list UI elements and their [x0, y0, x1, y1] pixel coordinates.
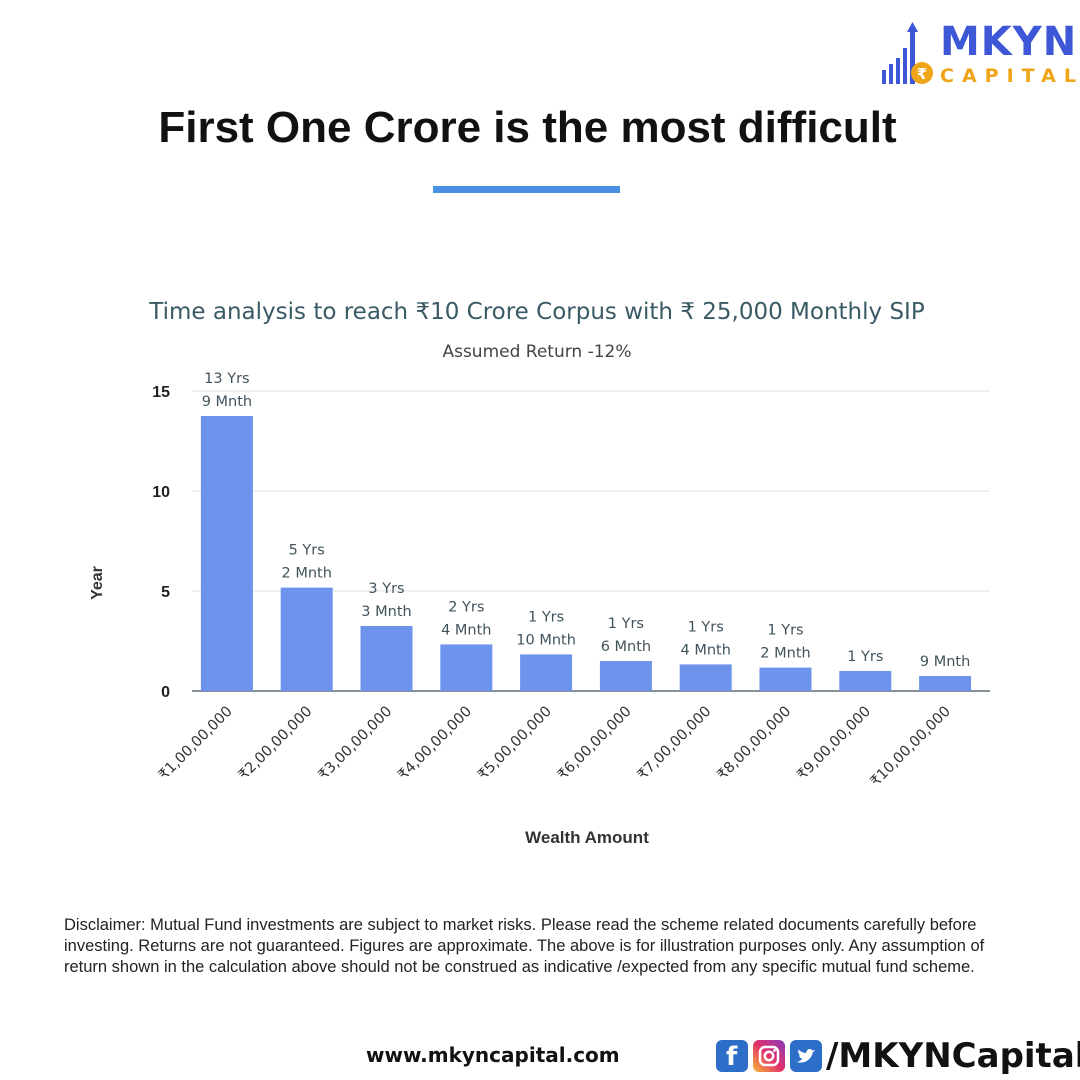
data-label: 1 Yrs	[688, 619, 724, 635]
x-tick-label: ₹3,00,00,000	[316, 704, 396, 784]
facebook-icon[interactable]: f	[716, 1040, 748, 1072]
instagram-icon[interactable]	[753, 1040, 785, 1072]
brand-name: MKYN	[940, 19, 1078, 65]
x-tick-label: ₹5,00,00,000	[475, 704, 555, 784]
y-axis-label: Year	[89, 566, 106, 600]
x-tick-label: ₹2,00,00,000	[236, 704, 316, 784]
y-tick-label: 10	[152, 484, 170, 501]
x-tick-label: ₹4,00,00,000	[395, 704, 475, 784]
data-label: 4 Mnth	[680, 642, 730, 658]
data-label: 3 Yrs	[368, 581, 404, 597]
x-tick-label: ₹1,00,00,000	[156, 704, 236, 784]
svg-text:₹: ₹	[917, 65, 927, 83]
data-label: 1 Yrs	[847, 649, 883, 665]
twitter-icon[interactable]	[790, 1040, 822, 1072]
social-handle[interactable]: /MKYNCapital	[826, 1036, 1080, 1076]
bar	[759, 667, 812, 691]
bar	[520, 654, 573, 691]
brand-subtitle: CAPITAL	[940, 65, 1080, 87]
x-tick-label: ₹6,00,00,000	[555, 704, 635, 784]
data-label: 3 Mnth	[361, 604, 411, 620]
data-label: 9 Mnth	[920, 654, 970, 670]
y-tick-label: 0	[161, 684, 170, 701]
x-tick-label: ₹7,00,00,000	[635, 704, 715, 784]
bar	[599, 661, 652, 691]
data-label: 4 Mnth	[441, 622, 491, 638]
data-label: 5 Yrs	[289, 543, 325, 559]
data-label: 1 Yrs	[608, 616, 644, 632]
bar	[200, 416, 253, 691]
bar	[679, 664, 732, 691]
chart-subtitle: Assumed Return -12%	[442, 342, 631, 362]
brand-logo: ₹ MKYN CAPITAL	[878, 18, 1076, 90]
bar-chart: Time analysis to reach ₹10 Crore Corpus …	[89, 299, 990, 847]
y-tick-label: 5	[161, 584, 170, 601]
data-label: 13 Yrs	[204, 371, 249, 387]
chart-title: Time analysis to reach ₹10 Crore Corpus …	[148, 299, 925, 325]
x-tick-label: ₹9,00,00,000	[794, 704, 874, 784]
data-label: 1 Yrs	[767, 623, 803, 639]
rupee-growth-icon: ₹	[882, 22, 933, 84]
data-label: 2 Yrs	[448, 599, 484, 615]
page-title: First One Crore is the most difficult	[158, 103, 897, 152]
bar	[839, 671, 892, 691]
data-label: 2 Mnth	[281, 566, 331, 582]
data-label: 9 Mnth	[202, 394, 252, 410]
data-label: 6 Mnth	[601, 639, 651, 655]
data-label: 10 Mnth	[516, 632, 576, 648]
bar	[360, 626, 413, 691]
x-tick-label: ₹10,00,00,000	[868, 704, 954, 790]
bar	[280, 587, 333, 691]
x-axis-label: Wealth Amount	[525, 828, 649, 847]
bar	[440, 644, 493, 691]
title-divider	[433, 186, 620, 193]
website-link[interactable]: www.mkyncapital.com	[366, 1043, 620, 1067]
data-label: 1 Yrs	[528, 609, 564, 625]
disclaimer-text: Disclaimer: Mutual Fund investments are …	[64, 916, 985, 976]
bar	[919, 676, 972, 691]
data-label: 2 Mnth	[760, 646, 810, 662]
x-tick-label: ₹8,00,00,000	[715, 704, 795, 784]
y-tick-label: 15	[152, 384, 170, 401]
